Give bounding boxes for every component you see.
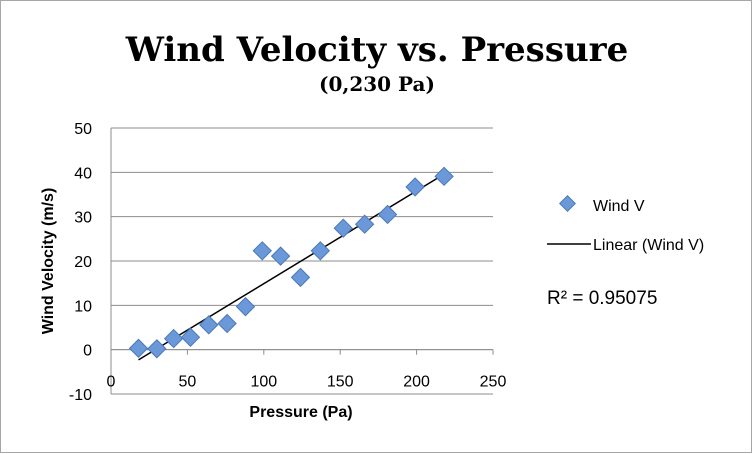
data-point: [147, 339, 167, 359]
legend-label-trendline: Linear (Wind V): [593, 237, 704, 254]
x-axis-title: Pressure (Pa): [249, 404, 352, 421]
data-point: [180, 327, 201, 347]
data-point: [290, 267, 311, 288]
y-tick-label: 30: [74, 210, 92, 227]
x-tick-label: 200: [403, 374, 430, 391]
x-tick-label: 0: [107, 374, 116, 391]
data-point: [252, 241, 272, 261]
data-point: [128, 338, 149, 359]
y-tick-label: 20: [74, 254, 92, 271]
y-tick-labels: -10 0 10 20 30 40 50: [69, 121, 92, 404]
legend-label-series: Wind V: [593, 198, 645, 215]
x-tick-label: 150: [327, 374, 354, 391]
chart-subtitle: (0,230 Pa): [319, 72, 435, 96]
data-point: [310, 241, 331, 261]
data-markers: [128, 166, 454, 359]
y-tick-label: 0: [83, 343, 92, 360]
x-tick-label: 50: [179, 374, 197, 391]
data-point: [217, 313, 237, 334]
x-tick-label: 250: [480, 374, 507, 391]
trendline-group: [138, 173, 445, 361]
axes: [110, 128, 494, 394]
data-point: [163, 328, 184, 349]
data-point: [434, 166, 454, 187]
chart-title: Wind Velocity vs. Pressure: [125, 30, 628, 70]
data-point: [354, 214, 375, 234]
y-tick-label: -10: [69, 387, 92, 404]
y-tick-label: 10: [74, 298, 92, 315]
trendline: [138, 173, 445, 361]
data-point: [377, 204, 398, 225]
data-point: [405, 177, 425, 197]
y-tick-label: 50: [74, 121, 92, 138]
y-axis-title: Wind Velocity (m/s): [40, 188, 57, 335]
data-point: [270, 246, 291, 266]
data-point: [199, 315, 219, 335]
y-tick-label: 40: [74, 165, 92, 182]
x-tick-label: 100: [250, 374, 277, 391]
data-point: [235, 296, 256, 317]
r-squared-annotation: R² = 0.95075: [547, 288, 657, 309]
legend: Wind V Linear (Wind V): [547, 195, 704, 254]
legend-marker-diamond: [559, 195, 576, 212]
x-tick-labels: 0 50 100 150 200 250: [107, 374, 507, 391]
data-point: [333, 218, 353, 238]
